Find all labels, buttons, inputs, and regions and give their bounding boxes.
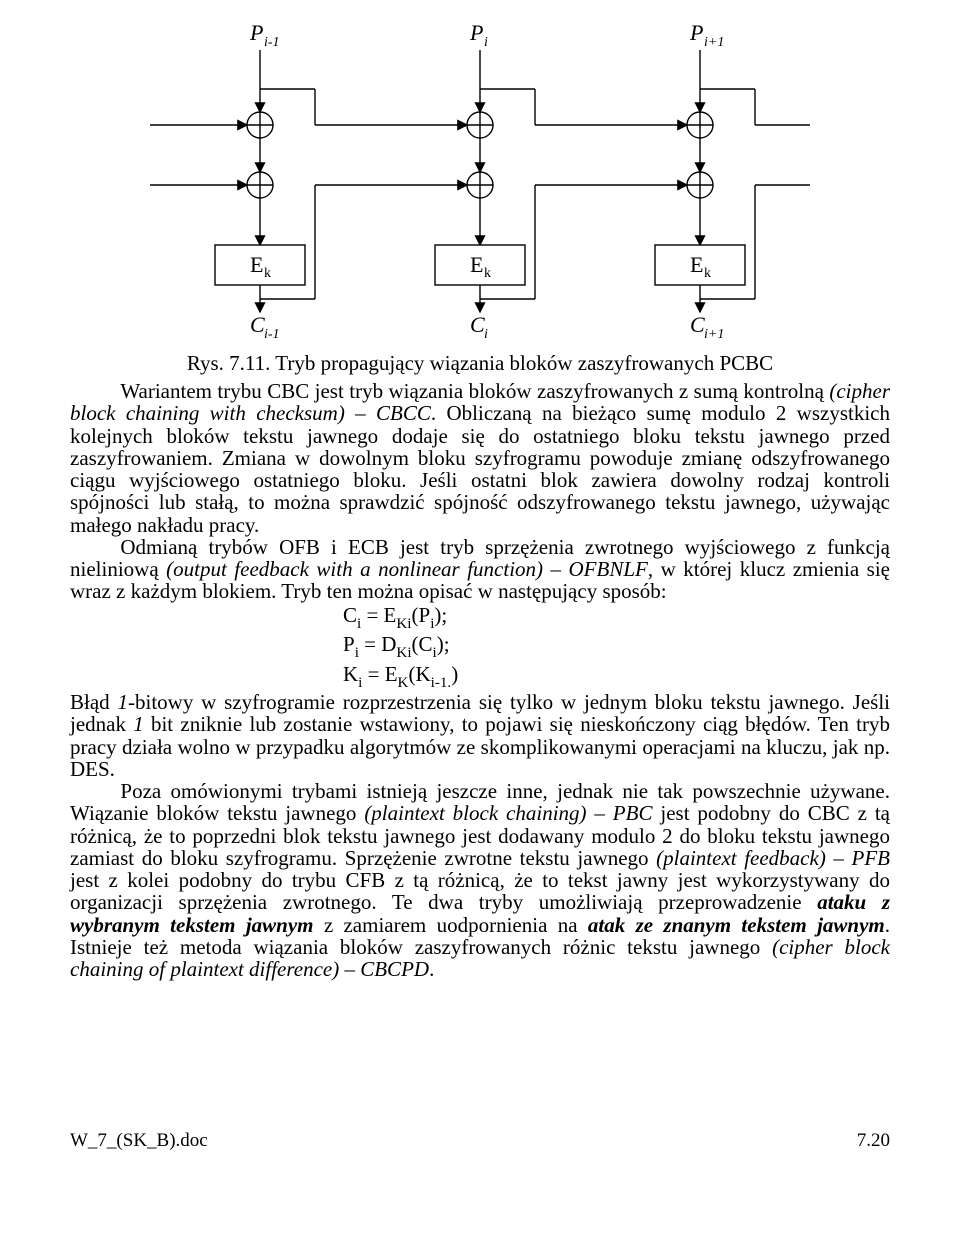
svg-text:i: i bbox=[484, 327, 488, 340]
f1-rs2: i bbox=[430, 616, 434, 632]
page-footer: W_7_(SK_B).doc 7.20 bbox=[70, 1130, 890, 1152]
p4-i1: (plaintext block chaining) – PBC bbox=[364, 801, 652, 825]
formula-block: Ci = EKi(Pi); Pi = DKi(Ci); Ki = EK(Ki-1… bbox=[343, 603, 890, 692]
svg-text:P: P bbox=[249, 20, 263, 45]
f1-end: ); bbox=[434, 603, 447, 627]
p4-d: z zamiarem uodpornienia na bbox=[314, 913, 588, 937]
svg-text:E: E bbox=[690, 252, 703, 277]
f2-end: ); bbox=[437, 632, 450, 656]
p3-a: Błąd bbox=[70, 690, 118, 714]
f1-lhs-sub: i bbox=[357, 616, 361, 632]
f2-rs2: i bbox=[433, 645, 437, 661]
formula-2: Pi = DKi(Ci); bbox=[343, 632, 890, 662]
svg-text:i: i bbox=[484, 35, 488, 50]
svg-text:i-1: i-1 bbox=[264, 327, 280, 340]
paragraph-4: Poza omówionymi trybami istnieją jeszcze… bbox=[70, 780, 890, 980]
p1-text-a: Wariantem trybu CBC jest tryb wiązania b… bbox=[120, 379, 829, 403]
f3-mid: (K bbox=[408, 662, 430, 686]
svg-text:i-1: i-1 bbox=[264, 35, 280, 50]
p4-i2: (plaintext feedback) – PFB bbox=[656, 846, 890, 870]
p4-bi2: atak ze znanym tekstem jawnym bbox=[588, 913, 885, 937]
svg-text:i+1: i+1 bbox=[704, 35, 724, 50]
svg-text:C: C bbox=[470, 312, 485, 337]
paragraph-1: Wariantem trybu CBC jest tryb wiązania b… bbox=[70, 380, 890, 536]
p4-c: jest z kolei podobny do trybu CFB z tą r… bbox=[70, 868, 890, 914]
f3-end: ) bbox=[451, 662, 458, 686]
p4-f: . bbox=[429, 957, 434, 981]
pcbc-diagram: Pi-1EkCi-1PiEkCiPi+1EkCi+1 bbox=[140, 20, 820, 340]
footer-filename: W_7_(SK_B).doc bbox=[70, 1130, 208, 1152]
p3-i2: 1 bbox=[133, 712, 144, 736]
body-text: Wariantem trybu CBC jest tryb wiązania b… bbox=[70, 380, 890, 980]
page: Pi-1EkCi-1PiEkCiPi+1EkCi+1 Rys. 7.11. Tr… bbox=[0, 0, 960, 1182]
diagram-container: Pi-1EkCi-1PiEkCiPi+1EkCi+1 bbox=[70, 20, 890, 345]
f2-lhs: P bbox=[343, 632, 355, 656]
f3-eq: = E bbox=[362, 662, 397, 686]
svg-text:k: k bbox=[264, 266, 271, 281]
svg-text:C: C bbox=[690, 312, 705, 337]
formula-3: Ki = EK(Ki-1.) bbox=[343, 662, 890, 692]
footer-page-number: 7.20 bbox=[857, 1130, 890, 1152]
svg-text:E: E bbox=[470, 252, 483, 277]
svg-text:E: E bbox=[250, 252, 263, 277]
svg-text:k: k bbox=[704, 266, 711, 281]
svg-text:P: P bbox=[469, 20, 483, 45]
svg-text:k: k bbox=[484, 266, 491, 281]
svg-text:i+1: i+1 bbox=[704, 327, 724, 340]
f2-rs1: Ki bbox=[396, 645, 411, 661]
svg-text:C: C bbox=[250, 312, 265, 337]
p2-term-ofbnlf: (output feedback with a nonlinear functi… bbox=[166, 557, 648, 581]
paragraph-2: Odmianą trybów OFB i ECB jest tryb sprzę… bbox=[70, 536, 890, 603]
f3-rs1: K bbox=[398, 675, 409, 691]
f2-lhs-sub: i bbox=[355, 645, 359, 661]
f2-mid: (C bbox=[412, 632, 433, 656]
f1-mid: (P bbox=[412, 603, 431, 627]
svg-text:P: P bbox=[689, 20, 703, 45]
f1-eq: = E bbox=[361, 603, 396, 627]
paragraph-3: Błąd 1-bitowy w szyfrogramie rozprzestrz… bbox=[70, 691, 890, 780]
p3-c: bit zniknie lub zostanie wstawiony, to p… bbox=[70, 712, 890, 781]
f3-lhs: K bbox=[343, 662, 358, 686]
f1-rs1: Ki bbox=[396, 616, 411, 632]
f2-eq: = D bbox=[359, 632, 397, 656]
formula-1: Ci = EKi(Pi); bbox=[343, 603, 890, 633]
f1-lhs: C bbox=[343, 603, 357, 627]
f3-rs2: i-1. bbox=[431, 675, 452, 691]
f3-lhs-sub: i bbox=[358, 675, 362, 691]
figure-caption: Rys. 7.11. Tryb propagujący wiązania blo… bbox=[70, 351, 890, 376]
p3-i1: 1 bbox=[118, 690, 129, 714]
